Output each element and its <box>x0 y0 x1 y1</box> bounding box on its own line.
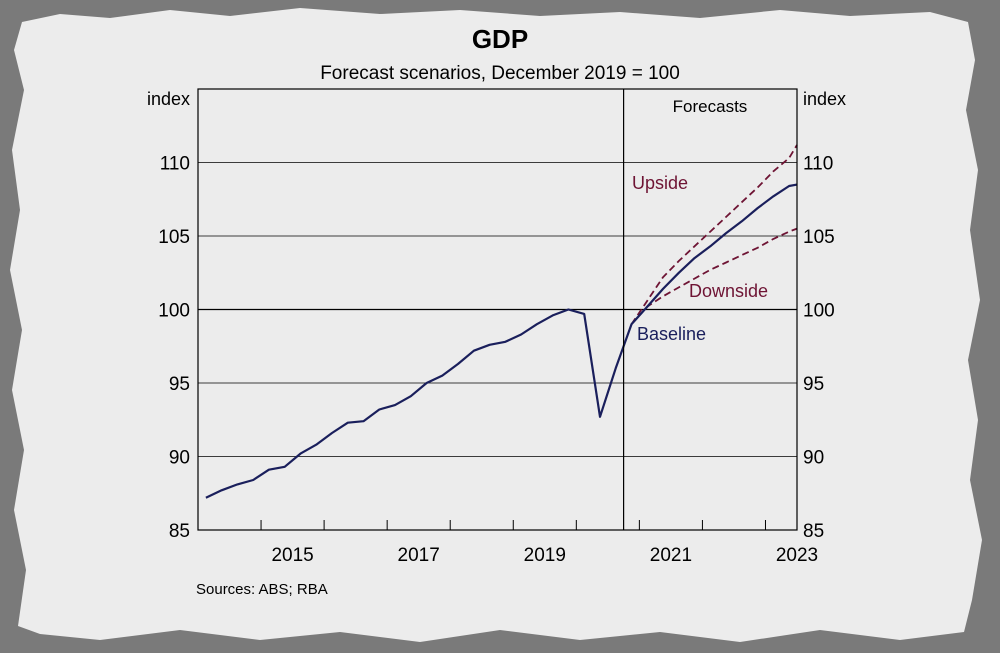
series-line-baseline <box>205 183 798 499</box>
y-tick-label-left: 100 <box>158 301 190 322</box>
forecast-label: Forecasts <box>673 97 748 116</box>
x-tick-label-2021: 2021 <box>650 545 692 566</box>
series-line-downside <box>630 227 798 325</box>
annotation-upside: Upside <box>632 173 688 193</box>
y-tick-label-left: 110 <box>160 154 190 175</box>
x-tick-label-2015: 2015 <box>271 545 313 566</box>
y-tick-label-left: 95 <box>169 374 190 395</box>
chart-subtitle: Forecast scenarios, December 2019 = 100 <box>320 63 680 84</box>
plot-frame <box>197 88 798 531</box>
x-tick-label-2017: 2017 <box>398 545 440 566</box>
y-tick-label-left: 85 <box>169 521 190 542</box>
chart-title: GDP <box>472 24 528 54</box>
y-tick-label-right: 110 <box>803 154 833 175</box>
annotation-downside: Downside <box>689 281 768 301</box>
y-tick-label-right: 90 <box>803 448 824 469</box>
x-tick-label-2023: 2023 <box>776 545 818 566</box>
y-tick-label-right: 100 <box>803 301 835 322</box>
annotation-baseline: Baseline <box>637 324 706 344</box>
y-tick-label-right: 105 <box>803 227 835 248</box>
y-axis-label-right: index <box>803 89 846 109</box>
y-tick-label-left: 105 <box>158 227 190 248</box>
y-axis-left: 85 90 95 100 105 110 <box>158 154 190 543</box>
y-tick-label-left: 90 <box>169 448 190 469</box>
x-tick-label-2019: 2019 <box>524 545 566 566</box>
series-layer <box>205 144 798 499</box>
y-axis-right: 85 90 95 100 105 110 <box>803 154 835 543</box>
x-axis: 2015 2017 2019 2021 2023 <box>197 520 818 566</box>
y-tick-label-right: 85 <box>803 521 824 542</box>
paper-background <box>10 8 982 642</box>
series-line-upside <box>630 144 798 325</box>
gridlines <box>198 162 797 457</box>
source-note: Sources: ABS; RBA <box>196 581 328 598</box>
y-tick-label-right: 95 <box>803 374 824 395</box>
y-axis-label-left: index <box>147 89 190 109</box>
